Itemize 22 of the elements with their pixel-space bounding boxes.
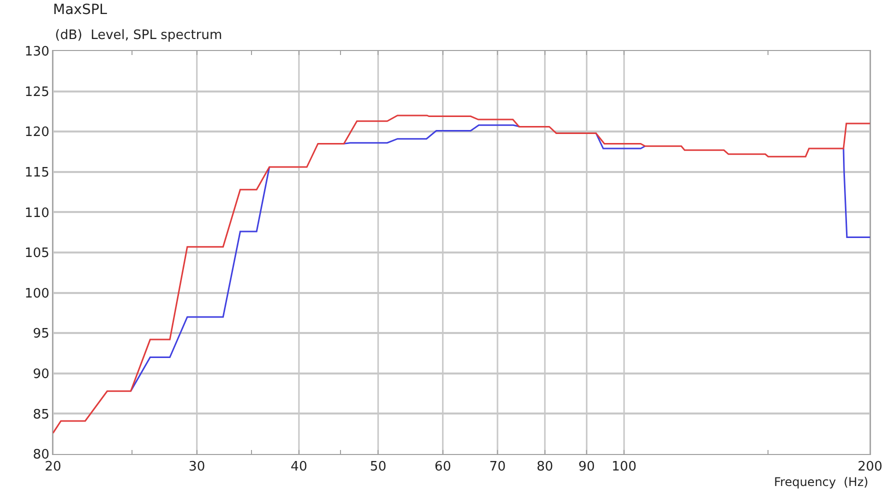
x-tick-label: 100 <box>612 460 636 475</box>
y-tick-label: 125 <box>24 84 50 100</box>
x-tick-label: 200 <box>858 460 882 475</box>
y-tick-label: 90 <box>32 366 50 382</box>
x-tick-label: 90 <box>578 460 595 475</box>
y-tick-label: 110 <box>24 206 50 221</box>
y-tick-label: 115 <box>24 165 50 180</box>
chart-title: MaxSPL <box>53 2 108 18</box>
x-tick-label: 30 <box>188 460 206 475</box>
y-tick-label: 95 <box>32 326 50 342</box>
x-axis-title: Frequency (Hz) <box>774 475 868 489</box>
x-tick-label: 60 <box>434 460 452 475</box>
x-tick-label: 50 <box>370 460 386 475</box>
x-tick-label: 40 <box>290 460 308 475</box>
x-tick-label: 70 <box>489 460 506 475</box>
y-tick-label: 85 <box>32 407 50 422</box>
y-tick-label: 100 <box>24 286 50 302</box>
y-tick-label: 130 <box>24 44 50 60</box>
x-tick-label: 80 <box>536 460 554 475</box>
y-tick-label: 105 <box>24 246 50 262</box>
chart-subtitle: (dB) Level, SPL spectrum <box>55 28 222 43</box>
y-tick-label: 120 <box>24 125 50 140</box>
